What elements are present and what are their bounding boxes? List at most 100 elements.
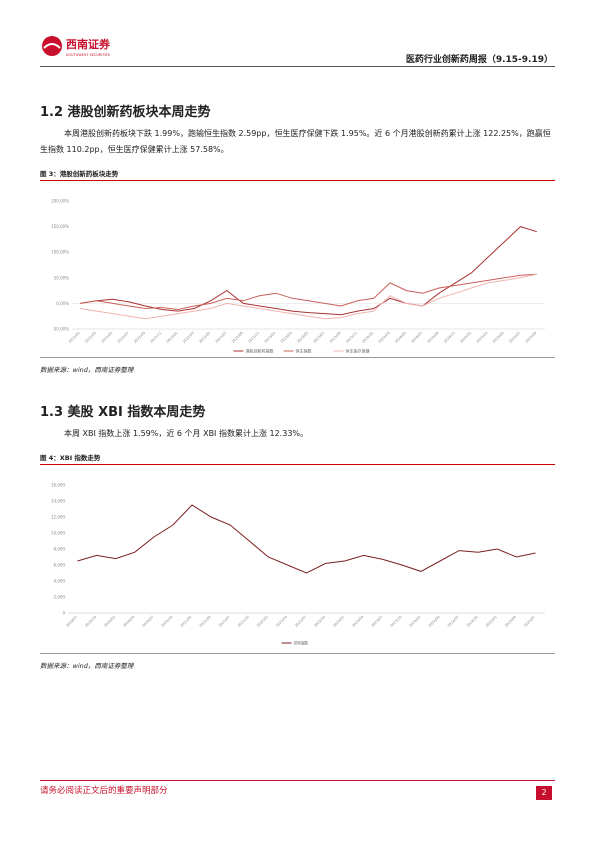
y-tick-label: 4,000 xyxy=(54,579,66,584)
section-heading: 1.2 港股创新药板块本周走势 xyxy=(40,105,211,120)
x-tick-label: 2024/10 xyxy=(466,615,479,628)
figure-caption: 图 4：XBI 指数走势 xyxy=(40,454,101,462)
x-tick-label: 2022/09 xyxy=(231,331,244,344)
x-tick-label: 2022/04 xyxy=(275,614,289,628)
y-tick-label: 14,000 xyxy=(51,499,65,504)
x-tick-label: 2022/03 xyxy=(182,331,195,344)
x-tick-label: 2025/01 xyxy=(459,331,472,344)
y-tick-label: 6,000 xyxy=(54,563,66,568)
section-heading: 1.3 美股 XBI 指数本周走势 xyxy=(40,405,206,420)
x-tick-label: 2021/09 xyxy=(133,331,146,344)
x-tick-label: 2024/09 xyxy=(427,331,440,344)
series-line xyxy=(80,273,537,320)
x-tick-label: 2023/11 xyxy=(345,331,358,344)
x-tick-label: 2024/04 xyxy=(428,614,442,628)
x-tick-label: 2021/05 xyxy=(100,331,113,344)
x-tick-label: 2021/07 xyxy=(218,615,231,628)
y-tick-label: 8,000 xyxy=(54,547,66,552)
logo-icon xyxy=(42,36,62,56)
x-tick-label: 2023/01 xyxy=(263,331,276,344)
y-tick-label: 150.00% xyxy=(51,224,69,229)
x-tick-label: 2025/09 xyxy=(524,331,537,344)
series-line xyxy=(80,226,537,316)
x-tick-label: 2021/07 xyxy=(117,331,130,344)
y-tick-label: 16,000 xyxy=(51,483,65,488)
legend-label: 港股创新药指数 xyxy=(246,348,274,354)
x-tick-label: 2019/07 xyxy=(65,615,78,628)
logo-subtext: SOUTHWEST SECURITIES xyxy=(66,53,111,57)
x-tick-label: 2025/07 xyxy=(523,615,536,628)
x-tick-label: 2021/10 xyxy=(237,615,250,628)
x-tick-label: 2024/05 xyxy=(394,331,407,344)
paragraph: 本周港股创新药板块下跌 1.99%，跑输恒生指数 2.59pp，恒生医疗保健下跌… xyxy=(40,129,551,154)
x-tick-label: 2022/01 xyxy=(256,615,269,628)
x-tick-label: 2025/04 xyxy=(504,614,518,628)
x-tick-label: 2022/01 xyxy=(166,331,179,344)
x-tick-label: 2021/03 xyxy=(84,331,97,344)
header-rule xyxy=(40,66,555,67)
x-tick-label: 2021/01 xyxy=(180,615,193,628)
source: 数据来源：wind，西南证券整理 xyxy=(40,662,134,670)
y-tick-label: 12,000 xyxy=(51,515,65,520)
header-title: 医药行业创新药周报（9.15-9.19） xyxy=(405,55,553,65)
paragraph: 本周 XBI 指数上涨 1.59%，近 6 个月 XBI 指数累计上涨 12.3… xyxy=(64,429,309,438)
x-tick-label: 2023/10 xyxy=(389,615,402,628)
x-tick-label: 2024/01 xyxy=(361,331,374,344)
logo-swoosh xyxy=(43,43,61,49)
x-tick-label: 2022/10 xyxy=(313,615,326,628)
y-tick-label: 100.00% xyxy=(51,250,69,255)
legend-label: 恒生指数 xyxy=(296,348,312,354)
x-tick-label: 2023/07 xyxy=(312,331,325,344)
x-tick-label: 2023/05 xyxy=(296,331,309,344)
x-tick-label: 2024/11 xyxy=(443,331,456,344)
y-tick-label: 0.00% xyxy=(56,301,69,306)
series-line xyxy=(80,273,537,311)
figure-caption: 图 3：港股创新药板块走势 xyxy=(40,170,119,178)
x-tick-label: 2022/07 xyxy=(294,615,307,628)
x-tick-label: 2021/11 xyxy=(149,331,162,344)
x-tick-label: 2023/07 xyxy=(370,615,383,628)
footer-notice: 请务必阅读正文后的重要声明部分 xyxy=(40,786,168,796)
x-tick-label: 2024/07 xyxy=(447,615,460,628)
logo: 西南证券 SOUTHWEST SECURITIES xyxy=(42,36,111,57)
source: 数据来源：wind，西南证券整理 xyxy=(40,366,134,374)
y-tick-label: 200.00% xyxy=(51,199,69,204)
series-line xyxy=(77,504,536,574)
x-tick-label: 2025/03 xyxy=(476,331,489,344)
legend-label: XBI指数 xyxy=(294,640,309,646)
logo-text: 西南证券 xyxy=(66,37,111,51)
x-tick-label: 2023/01 xyxy=(332,615,345,628)
x-tick-label: 2021/04 xyxy=(199,614,213,628)
x-tick-label: 2025/05 xyxy=(492,331,505,344)
y-tick-label: 50.00% xyxy=(54,275,69,280)
x-tick-label: 2025/07 xyxy=(508,331,521,344)
x-tick-label: 2021/01 xyxy=(68,331,81,344)
chart: -50.00% 0.00% 50.00% 100.00% 150.00% 200.00% 2… xyxy=(51,199,545,354)
chart-box: -50.00% 0.00% 50.00% 100.00% 150.00% 200.00% 2… xyxy=(40,180,555,358)
x-tick-label: 2019/10 xyxy=(84,615,97,628)
x-tick-label: 2025/01 xyxy=(485,615,498,628)
y-tick-label: 10,000 xyxy=(51,531,65,536)
footer-rule xyxy=(40,780,555,781)
x-tick-label: 2020/01 xyxy=(103,615,116,628)
x-tick-label: 2023/04 xyxy=(351,614,365,628)
x-tick-label: 2023/09 xyxy=(329,331,342,344)
x-tick-label: 2022/05 xyxy=(198,331,211,344)
legend-label: 恒生医疗保健 xyxy=(346,348,370,354)
x-tick-label: 2022/07 xyxy=(215,331,228,344)
x-tick-label: 2020/10 xyxy=(161,615,174,628)
y-tick-label: -50.00% xyxy=(52,327,69,332)
x-tick-label: 2020/04 xyxy=(122,614,136,628)
x-tick-label: 2022/11 xyxy=(247,331,260,344)
chart-box: 0 2,000 4,000 6,000 8,000 10,000 12,000 14,000 1… xyxy=(40,464,555,654)
chart: 0 2,000 4,000 6,000 8,000 10,000 12,000 14,000 1… xyxy=(51,483,545,646)
x-tick-label: 2024/01 xyxy=(409,615,422,628)
x-tick-label: 2020/07 xyxy=(141,615,154,628)
x-tick-label: 2024/07 xyxy=(410,331,423,344)
x-tick-label: 2024/03 xyxy=(378,331,391,344)
y-tick-label: 0 xyxy=(62,611,65,616)
y-tick-label: 2,000 xyxy=(54,595,66,600)
page-number: 2 xyxy=(536,786,552,800)
x-tick-label: 2023/03 xyxy=(280,331,293,344)
